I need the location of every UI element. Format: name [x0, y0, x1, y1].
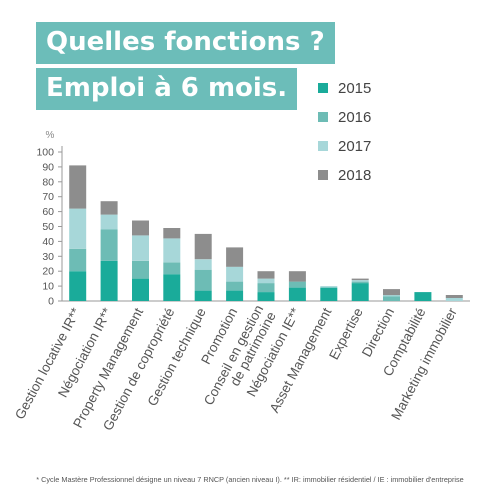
bar-segment-2017 — [383, 295, 400, 297]
bar-segment-2015 — [100, 260, 118, 301]
bar-segment-2015 — [69, 271, 87, 301]
bar-segment-2018 — [226, 247, 244, 267]
legend-label: 2017 — [338, 137, 372, 155]
bar-segment-2017 — [194, 259, 212, 270]
legend-label: 2016 — [338, 108, 372, 126]
legend-item-2015: 2015 — [318, 78, 371, 98]
y-tick-label: 50 — [42, 221, 54, 233]
bar-segment-2015 — [320, 287, 338, 301]
bar-segment-2016 — [194, 269, 212, 291]
bar-segment-2018 — [257, 271, 275, 279]
bar-segment-2016 — [383, 296, 400, 301]
bar-segment-2017 — [445, 298, 463, 301]
chart-title-line-2: Emploi à 6 mois. — [36, 68, 298, 110]
y-tick-label: 90 — [42, 161, 54, 173]
bar-segment-2015 — [288, 287, 306, 301]
bar-segment-2018 — [445, 295, 463, 298]
y-tick-label: 80 — [42, 176, 54, 188]
legend-swatch — [318, 112, 328, 122]
bar-segment-2017 — [69, 208, 87, 249]
bar-segment-2018 — [69, 165, 87, 209]
bar-segment-2016 — [100, 229, 118, 261]
bar-segment-2015 — [257, 292, 275, 301]
bar-segment-2018 — [163, 228, 181, 239]
bar-segment-2016 — [132, 260, 149, 279]
bar-segment-2018 — [288, 271, 306, 282]
bar-segment-2016 — [351, 281, 369, 284]
bar-segment-2015 — [351, 283, 369, 301]
legend-swatch — [318, 83, 328, 93]
y-tick-label: 40 — [42, 236, 54, 248]
y-tick-label: 100 — [36, 147, 54, 159]
chart-title-text-2: Emploi à 6 mois. — [46, 73, 288, 103]
bar-segment-2018 — [100, 201, 118, 215]
bar-segment-2018 — [351, 278, 369, 281]
bar-segment-2016 — [69, 248, 87, 272]
bar-segment-2015 — [226, 290, 244, 301]
legend-item-2018: 2018 — [318, 165, 371, 185]
bar-segment-2017 — [132, 235, 149, 261]
legend-label: 2018 — [338, 166, 372, 184]
bar-segment-2015 — [414, 292, 432, 301]
bar-segment-2016 — [288, 281, 306, 288]
legend-swatch — [318, 141, 328, 151]
bar-segment-2017 — [163, 238, 181, 263]
bar-segment-2017 — [100, 214, 118, 230]
bar-segment-2016 — [257, 283, 275, 292]
legend-label: 2015 — [338, 79, 372, 97]
y-tick-label: 30 — [42, 251, 54, 263]
bar-segment-2017 — [257, 278, 275, 284]
bar-segment-2015 — [132, 278, 149, 301]
legend-swatch — [318, 170, 328, 180]
bar-segment-2017 — [226, 266, 244, 282]
bar-segment-2018 — [194, 233, 212, 260]
legend-item-2017: 2017 — [318, 136, 371, 156]
bar-segment-2017 — [351, 280, 369, 282]
bar-segment-2015 — [194, 290, 212, 301]
y-tick-label: 70 — [42, 191, 54, 203]
footnote: * Cycle Mastère Professionnel désigne un… — [36, 475, 464, 484]
legend-item-2016: 2016 — [318, 107, 371, 127]
chart-title-line-1: Quelles fonctions ? — [36, 22, 335, 64]
bar-segment-2018 — [383, 289, 400, 296]
y-tick-label: 20 — [42, 266, 54, 278]
y-tick-label: 0 — [48, 296, 54, 308]
y-axis-unit-label: % — [46, 130, 55, 141]
bar-segment-2016 — [163, 262, 181, 275]
chart-title-text-1: Quelles fonctions ? — [46, 27, 325, 57]
bar-segment-2017 — [320, 286, 338, 288]
bar-segment-2018 — [132, 220, 149, 236]
y-tick-label: 10 — [42, 281, 54, 293]
y-tick-label: 60 — [42, 206, 54, 218]
bar-segment-2015 — [163, 274, 181, 301]
bar-segment-2016 — [226, 281, 244, 291]
